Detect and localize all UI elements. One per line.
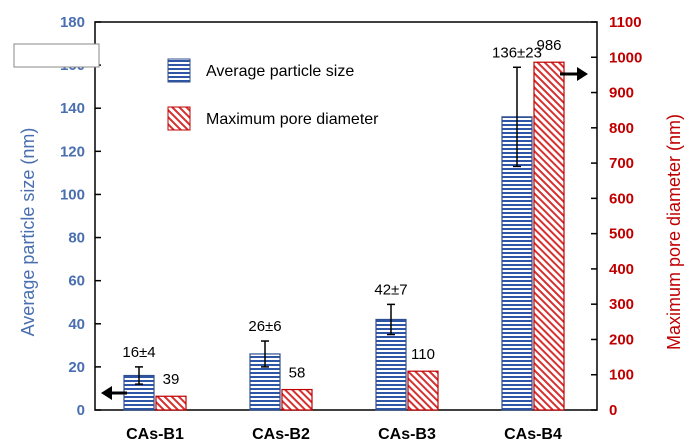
category-labels: CAs-B1 CAs-B2 CAs-B3 CAs-B4 <box>126 426 562 443</box>
data-label-maximum-pore-diameter: 986 <box>536 37 561 54</box>
right-tick-label: 200 <box>609 331 634 348</box>
data-label-average-particle-size: 136±23 <box>492 44 542 61</box>
right-tick-label: 800 <box>609 120 634 137</box>
left-tick-label: 40 <box>68 316 85 333</box>
left-axis-arrow <box>101 386 127 400</box>
bar-maximum-pore-diameter <box>281 388 313 411</box>
bar-maximum-pore-diameter <box>533 61 565 411</box>
right-tick-label: 600 <box>609 190 634 207</box>
error-bars <box>135 66 521 385</box>
data-label-average-particle-size: 26±6 <box>248 318 281 335</box>
right-axis-arrow <box>560 67 588 81</box>
right-tick-label: 1100 <box>609 14 642 31</box>
left-tick-label: 180 <box>60 14 85 31</box>
left-tick-label: 0 <box>77 402 85 419</box>
data-label-average-particle-size: 42±7 <box>374 281 407 298</box>
blank-box <box>13 43 100 68</box>
legend-swatch-maximum-pore-diameter <box>167 106 191 131</box>
left-tick-label: 80 <box>68 230 85 247</box>
legend-swatch-average-particle-size <box>167 58 191 83</box>
bar-maximum-pore-diameter <box>407 370 439 411</box>
data-label-average-particle-size: 16±4 <box>122 344 155 361</box>
category-label: CAs-B2 <box>252 426 310 443</box>
bar-maximum-pore-diameter <box>155 395 187 411</box>
right-tick-label: 1000 <box>609 49 642 66</box>
data-label-maximum-pore-diameter: 110 <box>411 346 435 363</box>
legend-label-average-particle-size: Average particle size <box>206 63 354 80</box>
right-tick-label: 500 <box>609 226 634 243</box>
right-axis-ticks: 0 100 200 300 400 500 600 700 800 900 1000 1100 <box>591 14 642 419</box>
plot-border <box>94 21 598 411</box>
category-label: CAs-B3 <box>378 426 436 443</box>
right-tick-label: 300 <box>609 296 634 313</box>
data-label-maximum-pore-diameter: 39 <box>163 371 180 388</box>
left-tick-label: 20 <box>68 359 85 376</box>
right-tick-label: 900 <box>609 85 634 102</box>
plot-frame <box>94 21 598 411</box>
data-label-maximum-pore-diameter: 58 <box>289 365 306 382</box>
left-axis-title: Average particle size (nm) <box>18 128 38 337</box>
left-tick-label: 100 <box>60 186 85 203</box>
right-tick-label: 700 <box>609 155 634 172</box>
left-tick-label: 120 <box>60 143 85 160</box>
category-label: CAs-B4 <box>504 426 562 443</box>
right-tick-label: 400 <box>609 261 634 278</box>
category-label: CAs-B1 <box>126 426 184 443</box>
right-axis-title: Maximum pore diameter (nm) <box>664 114 684 350</box>
legend-label-maximum-pore-diameter: Maximum pore diameter <box>206 111 379 128</box>
right-tick-label: 100 <box>609 367 634 384</box>
right-tick-label: 0 <box>609 402 617 419</box>
legend: Average particle size Maximum pore diame… <box>167 58 379 131</box>
left-tick-label: 60 <box>68 273 85 290</box>
left-tick-label: 140 <box>60 100 85 117</box>
